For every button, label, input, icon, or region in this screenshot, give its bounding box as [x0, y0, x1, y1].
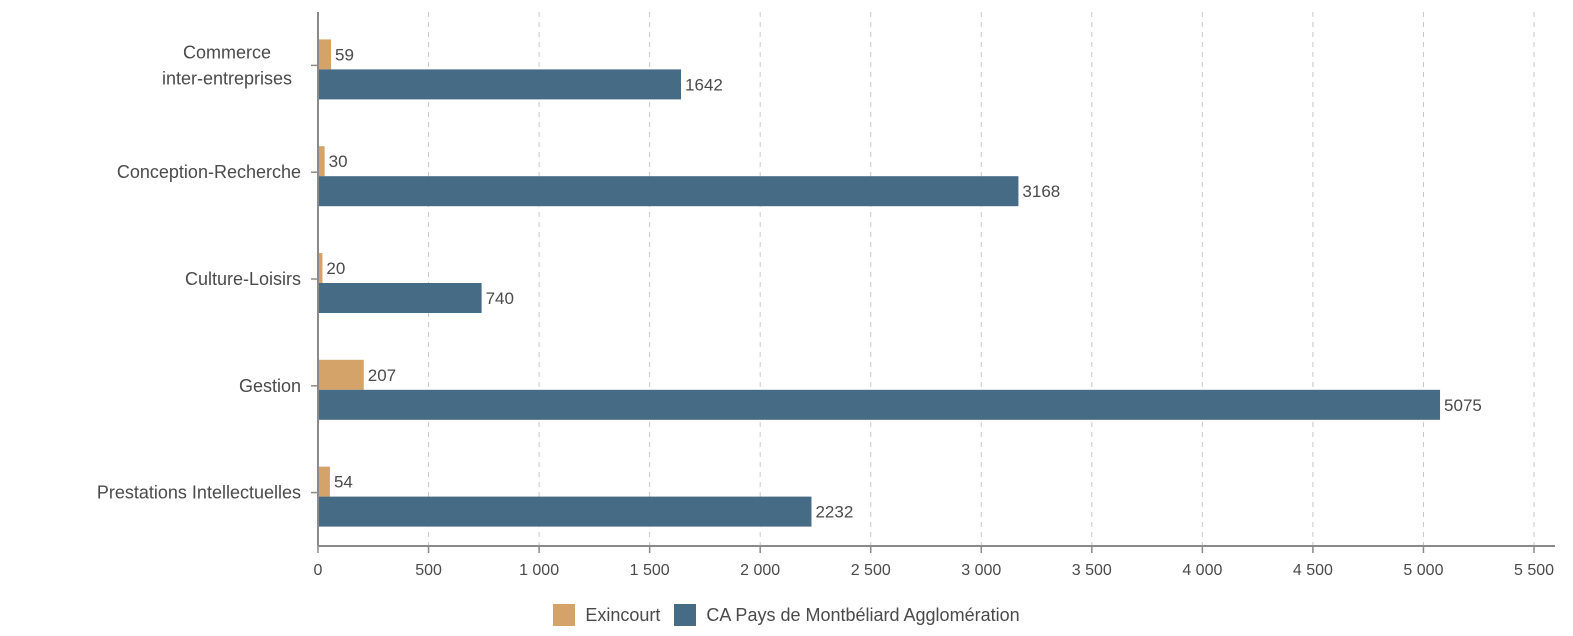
x-tick-label: 0: [314, 562, 323, 579]
category-label: Conception-Recherche: [117, 162, 301, 182]
gridlines: [428, 12, 1535, 546]
data-label: 5075: [1444, 396, 1482, 415]
x-tick-label: 3 500: [1072, 562, 1112, 579]
category-label: Gestion: [239, 376, 301, 396]
category-label: Culture-Loisirs: [185, 269, 301, 289]
bar-agglomeration: [318, 283, 482, 313]
x-tick-label: 4 000: [1182, 562, 1222, 579]
bar-exincourt: [318, 466, 330, 497]
bar-exincourt: [318, 39, 332, 70]
x-tick-label: 5 000: [1403, 562, 1443, 579]
category-label: Commerce: [183, 42, 271, 62]
data-label: 1642: [685, 75, 723, 94]
bar-agglomeration: [318, 69, 682, 100]
labels: 0 500 1 000 1 500 2 000 2 500 3 000 3 500 4 000 4…: [97, 42, 1554, 579]
legend-label-series-1: Exincourt: [585, 604, 661, 625]
legend-item-series-1: Exincourt: [553, 604, 660, 626]
data-label: 3168: [1022, 182, 1060, 201]
category-label: inter-entreprises: [162, 68, 292, 88]
category-label: Prestations Intellectuelles: [97, 483, 301, 503]
x-tick-label: 500: [415, 562, 442, 579]
bars: [318, 39, 1441, 527]
legend: Exincourt CA Pays de Montbéliard Agglomé…: [0, 600, 1573, 630]
bar-exincourt: [318, 146, 325, 177]
x-tick-label: 1 000: [519, 562, 559, 579]
data-label: 54: [334, 473, 353, 492]
x-tick-label: 3 000: [961, 562, 1001, 579]
data-label: 20: [326, 259, 345, 278]
x-tick-label: 4 500: [1293, 562, 1333, 579]
x-tick-label: 5 500: [1514, 562, 1554, 579]
x-tick-label: 2 000: [740, 562, 780, 579]
data-label: 30: [329, 152, 348, 171]
bar-agglomeration: [318, 389, 1441, 420]
data-label: 740: [486, 289, 514, 308]
bar-agglomeration: [318, 176, 1019, 207]
bar-exincourt: [318, 359, 364, 390]
bar-exincourt: [318, 253, 323, 283]
data-label: 207: [368, 366, 396, 385]
legend-item-series-2: CA Pays de Montbéliard Agglomération: [674, 604, 1020, 626]
legend-swatch-series-2: [674, 604, 697, 626]
data-label: 59: [335, 45, 354, 64]
legend-label-series-2: CA Pays de Montbéliard Agglomération: [706, 604, 1020, 625]
data-label: 2232: [815, 503, 853, 522]
x-tick-label: 1 500: [630, 562, 670, 579]
axes: [311, 12, 1555, 553]
bar-agglomeration: [318, 496, 812, 527]
x-tick-label: 2 500: [851, 562, 891, 579]
legend-swatch-series-1: [553, 604, 576, 626]
